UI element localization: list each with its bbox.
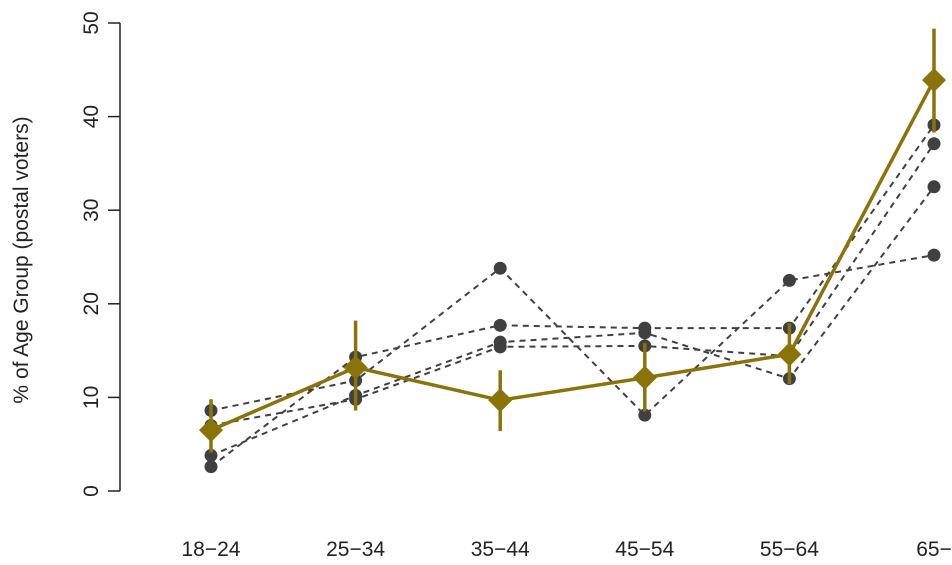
x-tick-label: 35−44	[471, 538, 530, 560]
reference-point	[927, 248, 941, 262]
reference-point	[493, 318, 507, 332]
reference-point	[493, 340, 507, 354]
reference-point	[204, 460, 218, 474]
reference-point	[782, 273, 796, 287]
main-series-line	[210, 79, 936, 432]
y-axis: 0 10 20 30 40 50	[80, 11, 121, 497]
reference-point	[204, 448, 218, 462]
x-axis-labels: 18−24 25−34 35−44 45−54 55−64 65−	[182, 538, 952, 561]
y-tick-label: 50	[80, 11, 103, 34]
reference-series-line	[210, 124, 935, 468]
main-point-diamond	[199, 418, 223, 443]
x-tick-label: 18−24	[182, 538, 241, 560]
main-point-diamond	[632, 365, 657, 390]
reference-point	[493, 261, 507, 275]
reference-point	[927, 137, 941, 151]
y-tick-label: 10	[80, 386, 103, 409]
main-point-diamond	[922, 68, 946, 93]
reference-point	[638, 408, 652, 422]
y-axis-title: % of Age Group (postal voters)	[10, 116, 33, 403]
reference-series	[204, 118, 941, 474]
reference-point	[927, 180, 941, 194]
main-point-diamond	[777, 342, 802, 367]
y-tick-label: 30	[80, 199, 103, 222]
x-tick-label: 65−	[916, 538, 952, 560]
main-point-diamond	[488, 388, 513, 413]
x-tick-label: 55−64	[760, 538, 819, 560]
y-tick-label: 40	[80, 105, 103, 128]
main-series	[199, 28, 946, 453]
y-tick-label: 0	[80, 485, 103, 497]
reference-series-line	[210, 186, 935, 457]
main-point-diamond	[343, 355, 368, 380]
x-tick-label: 45−54	[615, 538, 674, 560]
x-tick-label: 25−34	[326, 538, 385, 560]
reference-series-line	[210, 254, 935, 417]
reference-point	[638, 326, 652, 340]
reference-series-line	[210, 143, 935, 427]
y-tick-label: 20	[80, 292, 103, 315]
